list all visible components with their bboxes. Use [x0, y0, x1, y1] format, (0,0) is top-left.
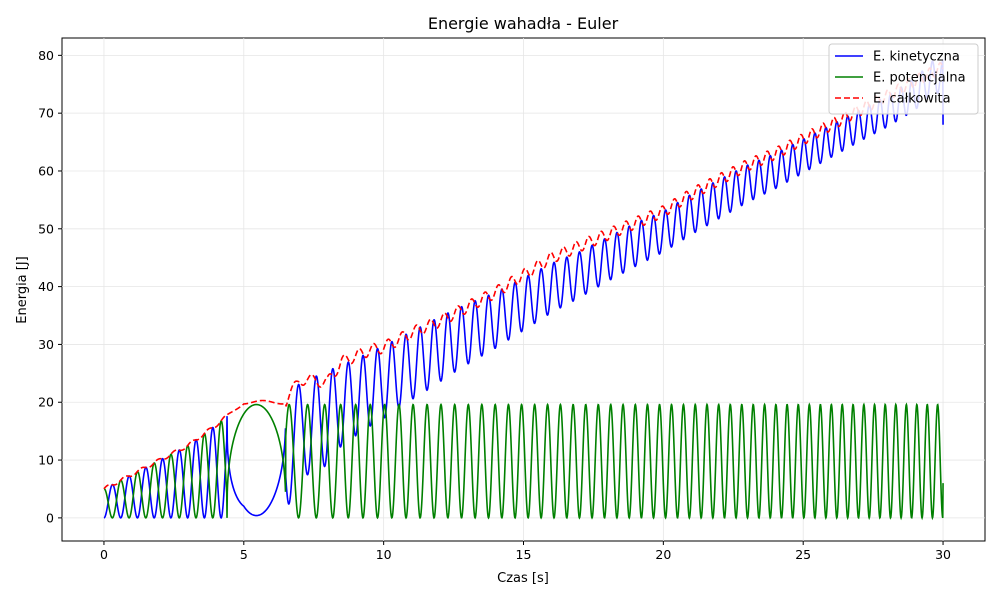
grid-lines — [62, 38, 985, 541]
y-tick-label: 80 — [38, 48, 54, 63]
legend: E. kinetyczna E. potencjalna E. całkowita — [828, 43, 979, 115]
legend-box — [828, 43, 979, 115]
series-line-0 — [103, 59, 944, 519]
x-tick-label: 0 — [100, 547, 108, 562]
series-layer — [103, 59, 944, 521]
legend-label: E. całkowita — [873, 92, 951, 107]
chart-title: Energie wahadła - Euler — [428, 14, 619, 33]
legend-label: E. kinetyczna — [873, 50, 960, 65]
y-tick-label: 40 — [38, 279, 54, 294]
y-axis-title: Energia [J] — [15, 256, 30, 324]
series-line-2 — [103, 61, 944, 490]
y-tick-label: 20 — [38, 395, 54, 410]
x-tick-label: 10 — [376, 547, 392, 562]
x-tick-label: 25 — [795, 547, 811, 562]
y-tick-label: 60 — [38, 163, 54, 178]
y-tick-label: 30 — [38, 337, 54, 352]
x-axis-title: Czas [s] — [497, 571, 549, 586]
x-tick-label: 15 — [516, 547, 532, 562]
x-tick-label: 5 — [240, 547, 248, 562]
x-tick-label: 20 — [655, 547, 671, 562]
axes: 0 5 10 15 20 25 30 0 10 20 30 40 50 60 70 80 — [38, 48, 951, 562]
y-tick-label: 10 — [38, 453, 54, 468]
x-tick-label: 30 — [935, 547, 951, 562]
legend-label: E. potencjalna — [873, 71, 966, 86]
series-line-1 — [103, 402, 944, 521]
y-tick-label: 0 — [46, 510, 54, 525]
y-tick-label: 50 — [38, 221, 54, 236]
y-tick-label: 70 — [38, 106, 54, 121]
